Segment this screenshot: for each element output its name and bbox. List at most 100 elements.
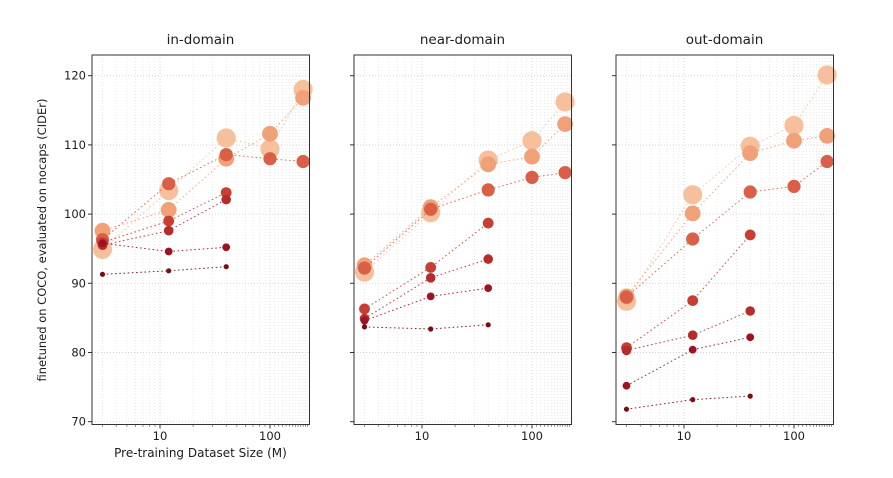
x-axis-label: Pre-training Dataset Size (M) (114, 446, 287, 460)
data-point-series_1 (216, 128, 236, 148)
data-point-series_6 (484, 284, 493, 292)
series-line-series_7 (626, 395, 751, 410)
data-point-series_2 (742, 145, 759, 162)
data-point-series_2 (557, 116, 573, 132)
data-point-series_3 (558, 166, 572, 180)
series-line-series_3 (102, 154, 304, 241)
data-point-series_6 (222, 243, 231, 252)
series-line-series_4 (102, 192, 227, 243)
y-tick-label: 90 (71, 276, 86, 290)
x-tick-label: 100 (259, 429, 281, 443)
data-point-series_2 (295, 89, 311, 106)
data-point-series_4 (425, 262, 437, 273)
data-point-series_7 (428, 326, 434, 332)
data-point-series_4 (220, 187, 232, 199)
data-point-series_1 (817, 65, 837, 85)
data-point-series_5 (483, 254, 494, 264)
data-point-series_4 (744, 229, 756, 241)
data-point-series_1 (260, 139, 280, 159)
data-point-series_3 (162, 177, 176, 191)
data-point-series_2 (262, 125, 278, 142)
data-point-series_6 (426, 292, 435, 301)
y-tick-label: 120 (64, 69, 86, 83)
subplot-title-in-domain: in-domain (166, 32, 235, 48)
x-tick-label: 10 (415, 429, 430, 443)
subplot-title-out-domain: out-domain (685, 32, 764, 48)
data-point-series_3 (820, 154, 834, 169)
data-point-series_6 (688, 345, 697, 354)
series-line-series_1 (102, 89, 304, 250)
series-line-series_4 (626, 234, 751, 349)
data-point-series_3 (525, 170, 539, 184)
data-point-series_3 (357, 261, 372, 275)
data-point-series_5 (745, 306, 755, 316)
data-point-series_2 (524, 148, 540, 165)
data-point-series_7 (166, 268, 172, 274)
data-point-series_7 (361, 324, 368, 330)
data-point-series_7 (485, 322, 491, 328)
y-tick-label: 100 (64, 207, 86, 221)
data-point-series_1 (522, 131, 542, 151)
y-tick-label: 110 (64, 138, 86, 152)
series-line-series_6 (102, 242, 227, 253)
data-point-series_6 (164, 247, 173, 256)
series-line-series_4 (364, 222, 489, 310)
series-line-series_7 (364, 324, 489, 330)
data-point-series_3 (263, 152, 277, 166)
y-axis-label: finetuned on COCO, evaluated on nocaps (… (35, 98, 49, 382)
subplot-title-near-domain: near-domain (419, 32, 506, 48)
data-point-series_6 (622, 381, 631, 390)
data-point-series_4 (163, 215, 175, 227)
data-point-series_6 (360, 316, 369, 325)
data-point-series_3 (219, 148, 233, 162)
data-point-series_2 (480, 156, 497, 173)
data-point-series_5 (621, 345, 632, 356)
data-point-series_1 (784, 115, 804, 136)
axis-spine (615, 54, 834, 425)
data-point-series_5 (163, 225, 174, 236)
series-line-series_5 (364, 258, 489, 320)
data-point-series_3 (787, 179, 801, 193)
data-point-series_7 (223, 264, 229, 270)
data-point-series_2 (684, 205, 701, 222)
data-point-series_3 (481, 183, 495, 197)
series-line-series_1 (364, 101, 566, 273)
data-point-series_7 (623, 406, 630, 412)
data-point-series_3 (743, 185, 757, 199)
data-point-series_7 (99, 271, 106, 277)
y-tick-label: 70 (71, 415, 86, 429)
data-point-series_4 (687, 295, 699, 306)
data-point-series_4 (482, 217, 494, 229)
axis-spine (91, 54, 310, 425)
data-point-series_5 (221, 194, 231, 205)
x-tick-label: 10 (677, 429, 692, 443)
data-point-series_3 (296, 154, 310, 169)
data-point-series_5 (425, 273, 436, 283)
data-point-series_6 (98, 239, 107, 248)
series-line-series_6 (626, 336, 751, 387)
data-point-series_1 (555, 92, 575, 112)
data-point-series_7 (690, 397, 696, 403)
x-tick-label: 100 (521, 429, 543, 443)
data-point-series_3 (619, 290, 634, 304)
axis-spine (353, 54, 572, 425)
data-point-series_3 (424, 202, 438, 216)
data-point-series_2 (819, 127, 835, 144)
series-line-series_1 (626, 74, 828, 302)
x-tick-label: 100 (783, 429, 805, 443)
data-point-series_2 (786, 132, 802, 149)
series-line-series_5 (626, 310, 751, 351)
series-line-series_6 (364, 287, 489, 322)
series-line-series_2 (102, 97, 304, 232)
series-line-series_3 (364, 172, 566, 269)
series-line-series_7 (102, 266, 227, 275)
data-point-series_3 (686, 232, 700, 246)
data-point-series_1 (683, 185, 703, 205)
data-point-series_2 (160, 202, 177, 218)
data-point-series_5 (687, 330, 698, 341)
x-tick-label: 10 (153, 429, 168, 443)
data-point-series_4 (359, 303, 370, 315)
y-tick-label: 80 (71, 346, 86, 360)
